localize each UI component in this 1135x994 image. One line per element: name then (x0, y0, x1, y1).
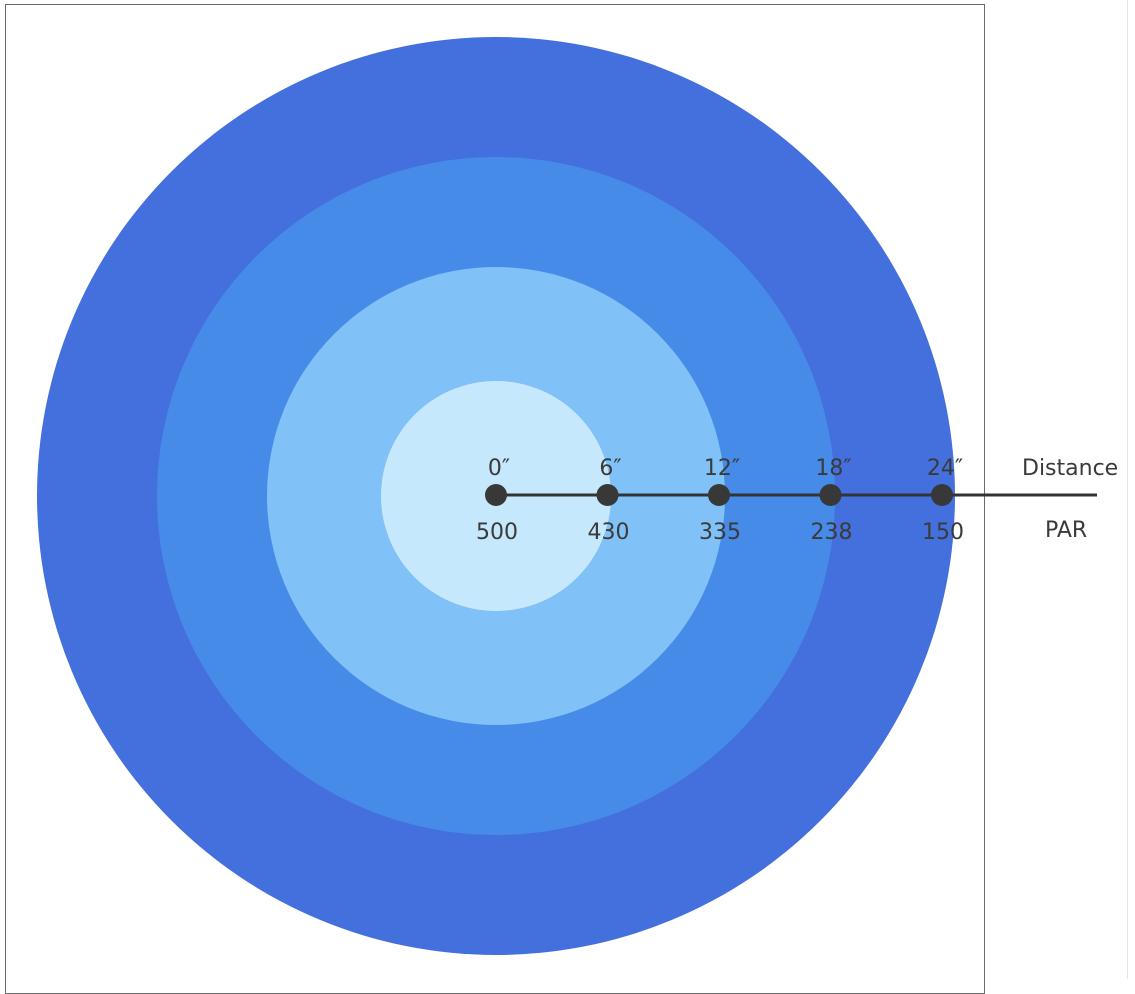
par-label: 335 (699, 520, 741, 545)
marker-dot (819, 484, 842, 506)
par-label: 238 (811, 520, 853, 545)
distance-label: 12″ (704, 456, 740, 481)
par-label: 500 (476, 520, 518, 545)
distance-label: 0″ (488, 456, 510, 481)
distance-label: 18″ (815, 456, 851, 481)
marker-dot (931, 484, 953, 506)
marker-dot (596, 484, 619, 506)
marker-dot (485, 484, 507, 506)
distance-label: 6″ (599, 456, 621, 481)
page-edge (1127, 0, 1128, 979)
par-label: 150 (922, 520, 964, 545)
par-label: 430 (588, 520, 630, 545)
distance-label: 24″ (927, 456, 963, 481)
distance-row-label: Distance (1022, 456, 1118, 481)
marker-dot (708, 484, 730, 506)
par-row-label: PAR (1045, 518, 1087, 543)
